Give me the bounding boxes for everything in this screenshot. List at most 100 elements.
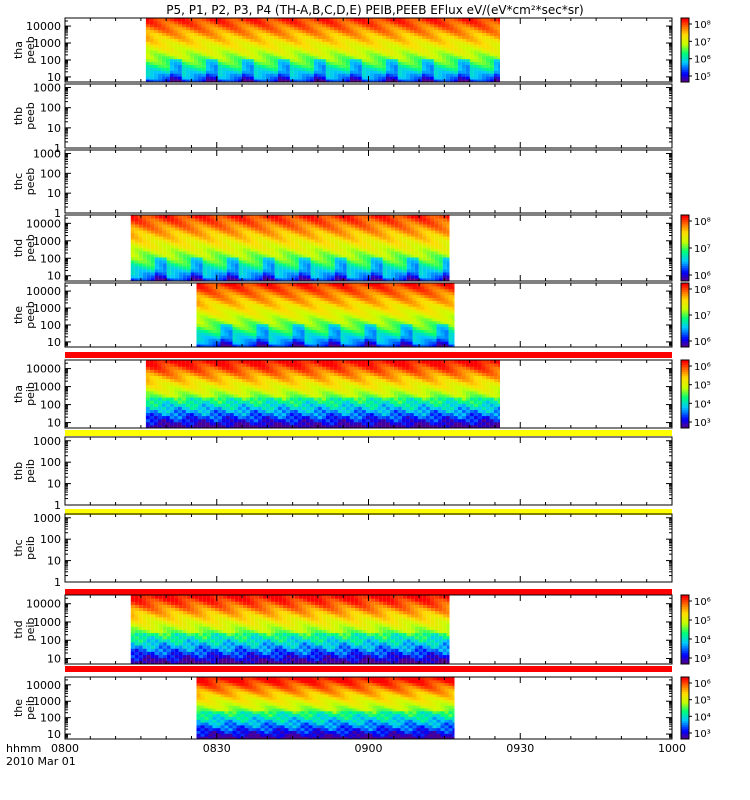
spectrogram-cell — [186, 257, 191, 261]
spectrogram-cell — [461, 23, 466, 28]
spectrogram-cell — [397, 76, 402, 80]
spectrogram-cell — [406, 278, 411, 282]
spectrogram-cell — [334, 224, 339, 228]
spectrogram-cell — [416, 338, 421, 342]
spectrogram-cell — [217, 67, 222, 71]
spectrogram-cell — [253, 38, 258, 42]
spectrogram-cell — [434, 251, 439, 255]
spectrogram-cell — [280, 338, 285, 342]
spectrogram-cell — [186, 236, 191, 240]
spectrogram-cell — [264, 326, 269, 330]
spectrogram-cell — [270, 257, 275, 261]
spectrogram-cell — [317, 76, 322, 80]
spectrogram-cell — [256, 338, 261, 342]
spectrogram-cell — [208, 332, 213, 336]
spectrogram-cell — [274, 272, 279, 276]
spectrogram-cell — [229, 32, 234, 36]
spectrogram-cell — [392, 326, 397, 330]
spectrogram-cell — [244, 335, 249, 339]
spectrogram-cell — [398, 239, 403, 243]
spectrogram-cell — [173, 79, 178, 83]
spectrogram-cell — [308, 338, 313, 342]
spectrogram-cell — [285, 38, 290, 42]
spectrogram-cell — [322, 215, 327, 219]
spectrogram-cell — [365, 35, 370, 39]
spectrogram-cell — [358, 221, 363, 225]
spectrogram-cell — [366, 269, 371, 273]
spectrogram-cell — [274, 224, 279, 228]
spectrogram-cell — [429, 18, 434, 22]
spectrogram-cell — [481, 50, 486, 54]
spectrogram-cell — [234, 248, 239, 252]
spectrogram-cell — [153, 23, 158, 28]
spectrogram-cell — [445, 50, 450, 54]
spectrogram-cell — [232, 344, 237, 348]
spectrogram-cell — [350, 275, 355, 279]
spectrogram-cell — [410, 278, 415, 282]
spectrogram-cell — [408, 317, 413, 322]
spectrogram-cell — [236, 326, 241, 330]
spectrogram-cell — [442, 257, 447, 261]
spectrogram-cell — [230, 218, 235, 222]
spectrogram-cell — [308, 326, 313, 330]
spectrogram-cell — [280, 341, 285, 345]
colorbar-cell — [681, 54, 689, 57]
spectrogram-cell — [300, 323, 305, 328]
spectrogram-cell — [278, 224, 283, 228]
spectrogram-cell — [449, 38, 454, 42]
spectrogram-cell — [185, 70, 190, 74]
spectrogram-cell — [390, 275, 395, 279]
spectrogram-cell — [205, 47, 210, 51]
spectrogram-cell — [413, 47, 418, 51]
spectrogram-cell — [461, 41, 466, 45]
spectrogram-cell — [424, 344, 429, 348]
spectrogram-cell — [352, 320, 357, 325]
spectrogram-cell — [290, 260, 295, 264]
spectrogram-cell — [234, 278, 239, 282]
spectrogram-cell — [473, 67, 478, 71]
spectrogram-cell — [409, 50, 414, 54]
spectrogram-cell — [241, 35, 246, 39]
spectrogram-cell — [497, 52, 500, 57]
spectrogram-cell — [174, 272, 179, 276]
spectrogram-cell — [145, 64, 150, 68]
spectrogram-cell — [249, 35, 254, 39]
spectrogram-cell — [316, 332, 321, 336]
spectrogram-cell — [242, 233, 247, 237]
spectrogram-cell — [381, 47, 386, 51]
spectrogram-cell — [337, 73, 342, 77]
spectrogram-cell — [158, 263, 163, 267]
spectrogram-cell — [333, 41, 338, 45]
spectrogram-cell — [405, 38, 410, 42]
spectrogram-cell — [214, 272, 219, 276]
spectrogram-cell — [322, 266, 327, 270]
spectrogram-cell — [338, 233, 343, 237]
spectrogram-cell — [457, 67, 462, 71]
spectrogram-cell — [402, 278, 407, 282]
spectrogram-cell — [308, 344, 313, 348]
spectrogram-cell — [222, 272, 227, 276]
spectrogram-cell — [189, 20, 194, 25]
spectrogram-cell — [410, 236, 415, 240]
spectrogram-cell — [413, 23, 418, 28]
spectrogram-cell — [406, 245, 411, 249]
spectrogram-cell — [202, 254, 207, 258]
spectrogram-cell — [381, 55, 386, 60]
spectrogram-cell — [249, 64, 254, 68]
spectrogram-cell — [297, 55, 302, 60]
spectrogram-cell — [282, 263, 287, 267]
spectrogram-cell — [457, 52, 462, 57]
spectrogram-cell — [316, 335, 321, 339]
spectrogram-cell — [429, 52, 434, 57]
spectrogram-cell — [249, 23, 254, 28]
spectrogram-cell — [354, 224, 359, 228]
spectrogram-cell — [457, 76, 462, 80]
spectrogram-cell — [374, 224, 379, 228]
spectrogram-cell — [465, 35, 470, 39]
spectrogram-cell — [162, 257, 167, 261]
spectrogram-cell — [333, 61, 338, 65]
spectrogram-cell — [436, 338, 441, 342]
spectrogram-cell — [142, 278, 147, 282]
spectrogram-cell — [332, 317, 337, 322]
spectrogram-cell — [318, 251, 323, 255]
